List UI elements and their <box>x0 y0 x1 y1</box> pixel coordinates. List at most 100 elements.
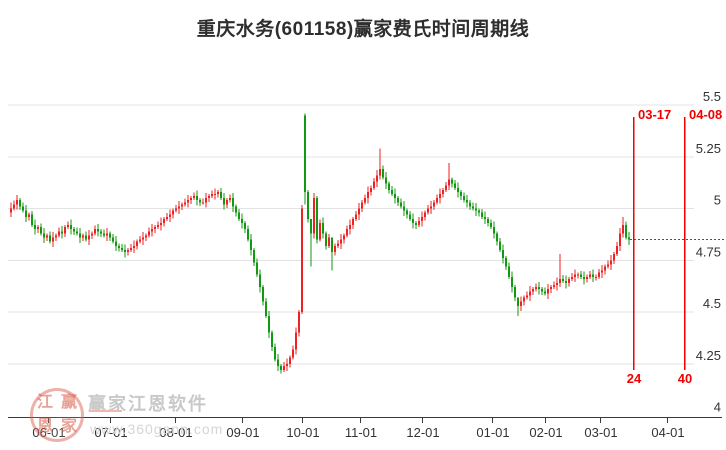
candle-body <box>121 247 123 250</box>
candle-body <box>415 222 417 226</box>
candle-body <box>472 206 474 209</box>
candle-body <box>565 280 567 284</box>
x-axis-label: 09-01 <box>226 425 259 440</box>
candle-body <box>430 206 432 209</box>
candle-body <box>553 285 555 288</box>
candle-body <box>469 202 471 207</box>
candle-body <box>412 218 414 223</box>
candle-body <box>109 233 111 238</box>
candle-body <box>598 272 600 277</box>
candle-body <box>493 227 495 234</box>
candle-body <box>73 229 75 232</box>
candle-body <box>70 225 72 230</box>
candle-body <box>244 222 246 230</box>
time-cycle-date-label: 03-17 <box>638 107 671 122</box>
candle-body <box>274 347 276 360</box>
candle-body <box>367 191 369 199</box>
candle-body <box>97 229 99 232</box>
candle-body <box>364 198 366 203</box>
candle-body <box>235 206 237 213</box>
candle-body <box>226 200 228 205</box>
candle-body <box>538 287 540 290</box>
seal-char: 赢 <box>60 394 77 411</box>
candle-body <box>403 206 405 211</box>
candle-body <box>115 241 117 246</box>
candle-body <box>463 196 465 201</box>
candle-body <box>523 297 525 302</box>
candle-body <box>322 222 324 234</box>
candle-body <box>193 196 195 199</box>
candle-body <box>184 202 186 205</box>
candle-body <box>442 189 444 195</box>
x-axis-label: 03-01 <box>584 425 617 440</box>
candle-body <box>451 179 453 184</box>
candle-body <box>436 198 438 203</box>
candle-body <box>16 200 18 205</box>
candle-body <box>148 231 150 236</box>
candle-body <box>382 169 384 178</box>
candle-body <box>256 262 258 275</box>
candle-body <box>133 245 135 248</box>
candle-body <box>316 198 318 240</box>
candle-body <box>220 191 222 199</box>
candle-body <box>262 287 264 302</box>
candle-body <box>439 194 441 199</box>
y-axis-label: 4.75 <box>696 244 721 259</box>
candle-body <box>433 202 435 207</box>
candle-body <box>475 208 477 211</box>
x-axis-label: 01-01 <box>476 425 509 440</box>
y-axis-label: 4.25 <box>696 348 721 363</box>
candle-body <box>190 198 192 201</box>
candle-body <box>526 295 528 298</box>
candle-body <box>520 301 522 306</box>
candle-body <box>334 245 336 252</box>
chart-title: 重庆水务(601158)赢家费氏时间周期线 <box>196 19 530 40</box>
candle-body <box>601 270 603 273</box>
candle-body <box>112 237 114 242</box>
candle-body <box>130 247 132 250</box>
candle-body <box>202 202 204 204</box>
candle-body <box>238 212 240 219</box>
candle-body <box>616 245 618 255</box>
x-axis-label: 04-01 <box>651 425 684 440</box>
candle-body <box>61 231 63 234</box>
candle-body <box>280 365 282 370</box>
candle-body <box>448 179 450 186</box>
candle-body <box>253 249 255 263</box>
candle-body <box>40 227 42 234</box>
candle-body <box>232 198 234 207</box>
candle-body <box>178 206 180 209</box>
candle-body <box>292 349 294 358</box>
candle-body <box>106 233 108 236</box>
candle-body <box>181 204 183 207</box>
candle-body <box>154 227 156 230</box>
candle-body <box>460 191 462 197</box>
candle-body <box>205 198 207 203</box>
candle-body <box>361 202 363 209</box>
candle-body <box>373 181 375 188</box>
candle-body <box>568 278 570 284</box>
candle-body <box>589 274 591 277</box>
candle-body <box>265 301 267 317</box>
candle-body <box>535 287 537 290</box>
candle-body <box>199 200 201 203</box>
candle-body <box>586 276 588 279</box>
candle-body <box>301 208 303 312</box>
candle-body <box>295 332 297 350</box>
y-axis-label: 4.5 <box>703 296 721 311</box>
candle-body <box>481 212 483 217</box>
candle-body <box>268 316 270 333</box>
candle-body <box>349 225 351 230</box>
candle-body <box>517 297 519 306</box>
candle-body <box>466 200 468 203</box>
candle-body <box>532 289 534 292</box>
candle-body <box>610 260 612 265</box>
candle-body <box>604 266 606 271</box>
candle-body <box>562 278 564 281</box>
candle-body <box>217 191 219 195</box>
candle-body <box>286 363 288 366</box>
candle-body <box>391 189 393 195</box>
seal-char: 江 <box>36 394 53 411</box>
